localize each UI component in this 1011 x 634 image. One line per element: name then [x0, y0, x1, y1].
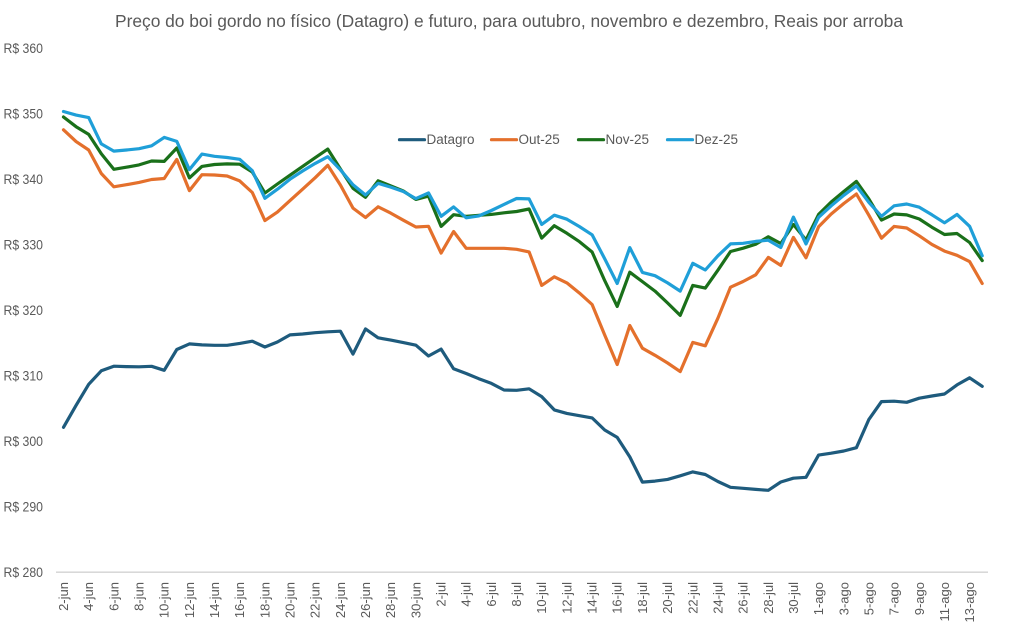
svg-text:14-jun: 14-jun	[207, 582, 222, 618]
svg-text:24-jun: 24-jun	[333, 582, 348, 618]
svg-text:16-jul: 16-jul	[610, 582, 625, 614]
svg-text:3-ago: 3-ago	[836, 582, 851, 615]
svg-text:30-jul: 30-jul	[786, 582, 801, 614]
svg-text:28-jul: 28-jul	[761, 582, 776, 614]
svg-text:R$ 360: R$ 360	[4, 40, 44, 56]
svg-text:8-jul: 8-jul	[509, 582, 524, 607]
svg-text:14-jul: 14-jul	[585, 582, 600, 614]
svg-text:26-jun: 26-jun	[358, 582, 373, 618]
svg-text:22-jul: 22-jul	[685, 582, 700, 614]
svg-text:4-jun: 4-jun	[81, 582, 96, 611]
svg-text:16-jun: 16-jun	[232, 582, 247, 618]
svg-text:Dez-25: Dez-25	[695, 132, 739, 147]
svg-text:6-jul: 6-jul	[484, 582, 499, 607]
svg-text:8-jun: 8-jun	[132, 582, 147, 611]
svg-text:R$ 310: R$ 310	[4, 368, 44, 384]
svg-text:Preço do boi gordo no físico (: Preço do boi gordo no físico (Datagro) e…	[115, 11, 903, 31]
svg-text:R$ 340: R$ 340	[4, 171, 44, 187]
svg-text:R$ 290: R$ 290	[4, 499, 44, 515]
svg-text:R$ 330: R$ 330	[4, 237, 44, 253]
svg-text:R$ 350: R$ 350	[4, 106, 44, 122]
svg-text:2-jul: 2-jul	[434, 582, 449, 607]
svg-text:22-jun: 22-jun	[308, 582, 323, 618]
svg-text:10-jun: 10-jun	[157, 582, 172, 618]
svg-text:2-jun: 2-jun	[56, 582, 71, 611]
svg-text:10-jul: 10-jul	[534, 582, 549, 614]
svg-text:24-jul: 24-jul	[710, 582, 725, 614]
svg-text:Datagro: Datagro	[427, 132, 475, 147]
svg-text:28-jun: 28-jun	[383, 582, 398, 618]
svg-text:R$ 320: R$ 320	[4, 302, 44, 318]
svg-text:12-jul: 12-jul	[559, 582, 574, 614]
svg-text:26-jul: 26-jul	[736, 582, 751, 614]
svg-text:9-ago: 9-ago	[912, 582, 927, 615]
svg-text:Out-25: Out-25	[519, 132, 560, 147]
svg-text:18-jun: 18-jun	[257, 582, 272, 618]
svg-text:13-ago: 13-ago	[962, 582, 977, 622]
svg-text:R$ 300: R$ 300	[4, 433, 44, 449]
svg-text:4-jul: 4-jul	[459, 582, 474, 607]
svg-text:7-ago: 7-ago	[887, 582, 902, 615]
svg-text:18-jul: 18-jul	[635, 582, 650, 614]
svg-text:R$ 280: R$ 280	[4, 564, 44, 580]
svg-text:6-jun: 6-jun	[106, 582, 121, 611]
svg-text:1-ago: 1-ago	[811, 582, 826, 615]
svg-text:11-ago: 11-ago	[937, 582, 952, 622]
svg-text:20-jul: 20-jul	[660, 582, 675, 614]
svg-text:12-jun: 12-jun	[182, 582, 197, 618]
svg-text:30-jun: 30-jun	[408, 582, 423, 618]
svg-text:5-ago: 5-ago	[861, 582, 876, 615]
svg-text:Nov-25: Nov-25	[606, 132, 650, 147]
svg-text:20-jun: 20-jun	[283, 582, 298, 618]
